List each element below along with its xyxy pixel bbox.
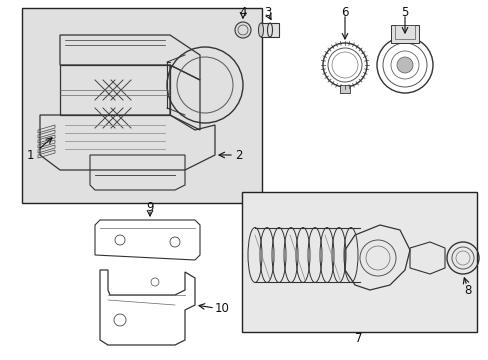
Text: 6: 6 xyxy=(341,5,348,18)
Text: 10: 10 xyxy=(215,302,229,315)
Text: 3: 3 xyxy=(264,5,271,18)
Ellipse shape xyxy=(258,23,263,37)
Circle shape xyxy=(396,57,412,73)
Bar xyxy=(394,25,414,39)
Text: 1: 1 xyxy=(26,149,34,162)
Bar xyxy=(261,23,279,37)
Bar xyxy=(22,8,262,203)
Text: 8: 8 xyxy=(464,284,471,297)
Text: 7: 7 xyxy=(354,332,362,345)
Circle shape xyxy=(235,22,250,38)
Text: 5: 5 xyxy=(401,5,408,18)
Text: 9: 9 xyxy=(146,201,153,213)
Bar xyxy=(242,192,476,332)
Bar xyxy=(390,25,418,43)
Text: 2: 2 xyxy=(235,149,242,162)
Bar xyxy=(339,85,349,93)
Text: 4: 4 xyxy=(239,5,246,18)
